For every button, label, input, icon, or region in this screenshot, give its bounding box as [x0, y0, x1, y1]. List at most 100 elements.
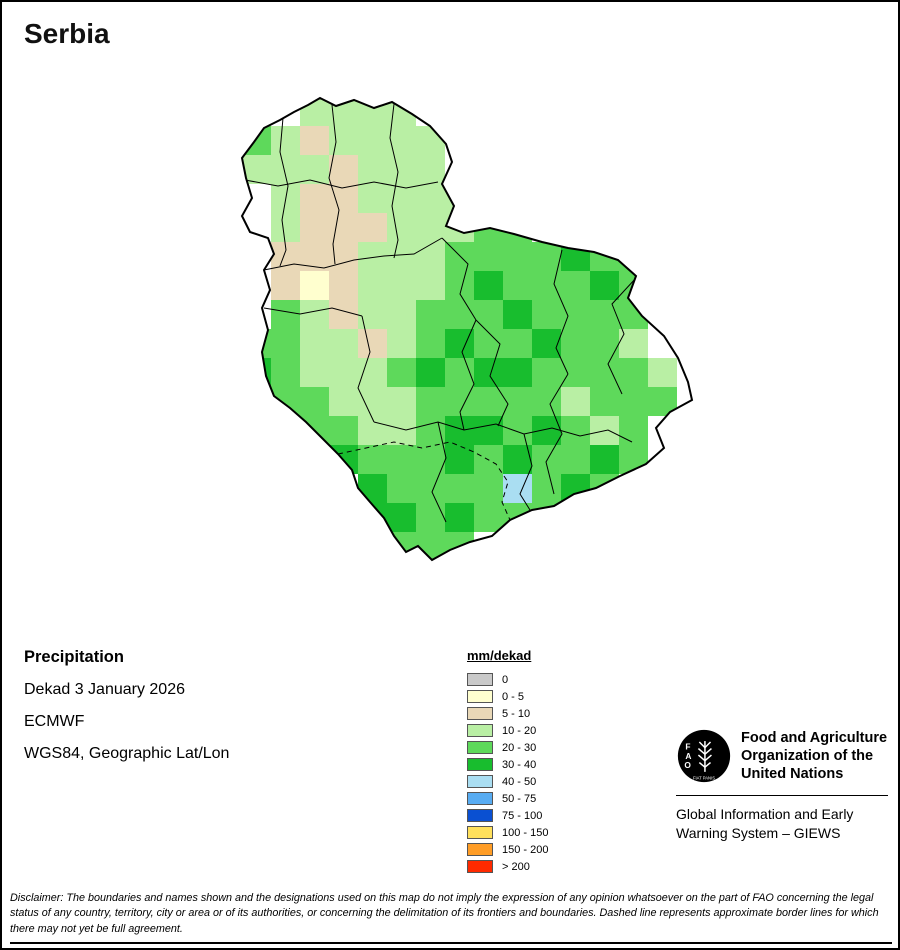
precip-cell: [416, 387, 445, 416]
precip-cell: [619, 358, 648, 387]
precip-cell: [358, 126, 387, 155]
precip-cell: [271, 155, 300, 184]
legend-label: 0 - 5: [502, 690, 525, 703]
precip-cell: [271, 358, 300, 387]
precip-cell: [561, 300, 590, 329]
precip-cell: [358, 329, 387, 358]
precip-cell: [619, 387, 648, 416]
legend-swatch: [467, 758, 493, 772]
precip-cell: [358, 98, 387, 126]
legend-item: 20 - 30: [467, 739, 548, 755]
legend-label: 30 - 40: [502, 758, 537, 771]
precip-cell: [300, 184, 329, 213]
org-divider: [676, 795, 888, 796]
precip-cell: [387, 474, 416, 503]
precip-cell: [416, 416, 445, 445]
precip-cell: [503, 416, 532, 445]
precip-cell: [590, 300, 619, 329]
legend-item: > 200: [467, 858, 548, 874]
precip-cell: [503, 271, 532, 300]
legend-swatch: [467, 843, 493, 857]
giews-label: Global Information and Early Warning Sys…: [676, 805, 888, 843]
precip-cell: [358, 271, 387, 300]
precip-cell: [271, 213, 300, 242]
legend-label: 20 - 30: [502, 741, 537, 754]
legend-swatch: [467, 724, 493, 738]
precip-cell: [561, 358, 590, 387]
legend-swatch: [467, 707, 493, 721]
precip-cell: [358, 387, 387, 416]
precip-cell: [387, 416, 416, 445]
precip-cell: [503, 242, 532, 271]
precip-cell: [445, 503, 474, 532]
precip-cell: [503, 387, 532, 416]
precip-cell: [329, 155, 358, 184]
org-name-line: United Nations: [741, 766, 844, 782]
svg-text:F: F: [685, 741, 690, 751]
legend-item: 75 - 100: [467, 807, 548, 823]
precip-cell: [503, 445, 532, 474]
precip-cell: [387, 242, 416, 271]
precip-cell: [416, 242, 445, 271]
precip-cell: [445, 300, 474, 329]
country-border: [240, 96, 694, 562]
legend-items: 0 0 - 5 5 - 10 10 - 20 20 - 30 30 - 40 40 - 50…: [467, 671, 549, 874]
legend-item: 30 - 40: [467, 756, 548, 772]
precip-cell: [271, 300, 300, 329]
precip-cell: [271, 271, 300, 300]
precip-cell: [416, 184, 445, 213]
org-name-line: Food and Agriculture: [741, 730, 888, 746]
precip-cell: [416, 358, 445, 387]
precip-cell: [532, 329, 561, 358]
legend-item: 0 - 5: [467, 688, 548, 704]
precip-cell: [619, 416, 648, 445]
precip-cell: [387, 503, 416, 532]
precip-cell: [445, 387, 474, 416]
legend-label: 100 - 150: [502, 826, 549, 839]
org-name-line: Organization of the: [741, 748, 874, 764]
legend-swatch: [467, 775, 493, 789]
legend-item: 5 - 10: [467, 705, 548, 721]
precip-cell: [329, 184, 358, 213]
precip-cell: [329, 358, 358, 387]
map-info-block: Precipitation Dekad 3 January 2026 ECMWF…: [24, 648, 229, 777]
precip-cell: [416, 474, 445, 503]
precip-cell: [300, 387, 329, 416]
precip-cell: [561, 445, 590, 474]
product-label: Precipitation: [24, 648, 124, 666]
precip-cell: [416, 271, 445, 300]
dashed-admin-boundary: [337, 441, 511, 521]
giews-line: Global Information and Early: [676, 806, 854, 822]
precip-cell: [590, 329, 619, 358]
legend-label: 40 - 50: [502, 775, 537, 788]
precip-cell: [387, 300, 416, 329]
precip-cell: [300, 155, 329, 184]
precip-cell: [358, 358, 387, 387]
legend-item: 40 - 50: [467, 773, 548, 789]
legend: mm/dekad 0 0 - 5 5 - 10 10 - 20 20 - 30 30 - …: [467, 648, 548, 875]
precip-cell: [358, 445, 387, 474]
precip-cell: [329, 126, 358, 155]
precip-cell: [387, 184, 416, 213]
precip-cell: [387, 213, 416, 242]
precip-cell: [561, 271, 590, 300]
precip-cell: [590, 358, 619, 387]
precip-cell: [474, 474, 503, 503]
precip-cell: [271, 329, 300, 358]
precip-cell: [358, 474, 387, 503]
precip-cell: [445, 242, 474, 271]
legend-label: 0: [502, 673, 509, 686]
svg-text:FIAT PANIS: FIAT PANIS: [693, 775, 715, 780]
precip-cell: [561, 387, 590, 416]
legend-item: 150 - 200: [467, 841, 548, 857]
precip-cell: [416, 329, 445, 358]
precip-cell: [474, 387, 503, 416]
precip-cell: [561, 416, 590, 445]
precip-cell: [532, 300, 561, 329]
precip-cell: [445, 416, 474, 445]
precip-cell: [271, 126, 300, 155]
legend-swatch: [467, 809, 493, 823]
precip-cell: [300, 242, 329, 271]
legend-label: > 200: [502, 860, 530, 873]
